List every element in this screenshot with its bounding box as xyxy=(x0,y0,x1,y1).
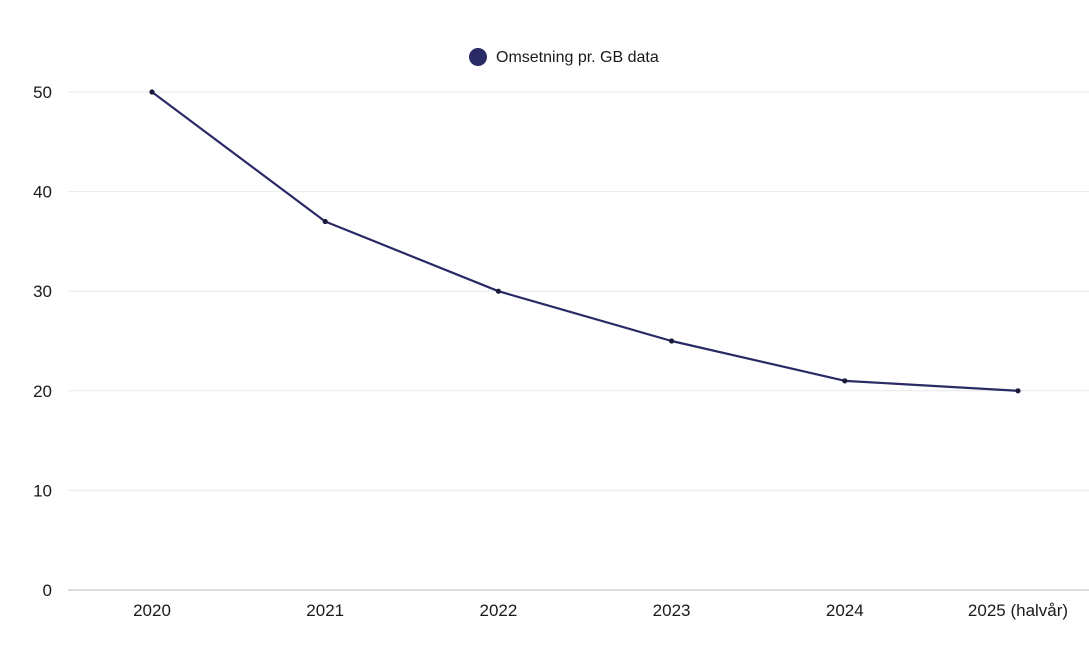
y-tick-label: 0 xyxy=(43,581,52,600)
x-tick-label: 2022 xyxy=(479,601,517,620)
series-layer xyxy=(149,89,1021,394)
data-point[interactable] xyxy=(669,338,675,344)
x-tick-label: 2023 xyxy=(653,601,691,620)
data-point[interactable] xyxy=(842,378,848,384)
x-tick-label: 2025 (halvår) xyxy=(968,601,1068,620)
x-tick-label: 2024 xyxy=(826,601,864,620)
data-point[interactable] xyxy=(495,288,501,294)
gridlines xyxy=(68,91,1089,491)
y-tick-label: 30 xyxy=(33,282,52,301)
x-tick-label: 2020 xyxy=(133,601,171,620)
x-axis-ticks: 2020 2021 2022 2023 2024 2025 (halvår) xyxy=(133,601,1068,620)
y-axis-ticks: 0 10 20 30 40 50 xyxy=(33,83,52,600)
y-tick-label: 40 xyxy=(33,183,52,202)
legend-swatch[interactable] xyxy=(469,48,487,66)
x-tick-label: 2021 xyxy=(306,601,344,620)
y-tick-label: 20 xyxy=(33,382,52,401)
data-point[interactable] xyxy=(149,89,155,95)
series-line[interactable] xyxy=(150,90,1020,392)
data-point[interactable] xyxy=(322,218,328,225)
y-tick-label: 10 xyxy=(33,481,52,500)
legend-label[interactable]: Omsetning pr. GB data xyxy=(496,49,659,66)
y-tick-label: 50 xyxy=(33,83,52,102)
data-point[interactable] xyxy=(1015,388,1021,394)
legend[interactable]: Omsetning pr. GB data xyxy=(469,48,659,66)
